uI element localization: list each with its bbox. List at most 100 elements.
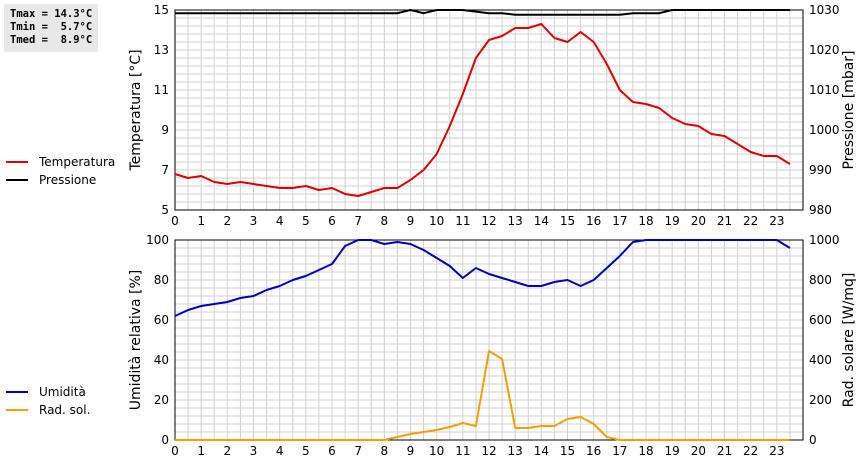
chart2-frame	[174, 239, 804, 441]
chart2-x-tick: 7	[354, 444, 362, 458]
chart2-x-tick: 5	[302, 444, 310, 458]
chart2-x-tick: 1	[197, 444, 205, 458]
legend-label-temperatura: Temperatura	[39, 155, 116, 169]
legend-top: Temperatura Pressione	[6, 153, 115, 189]
chart1-x-tick: 7	[354, 214, 362, 228]
chart1-x-tick: 1	[197, 214, 205, 228]
chart1-y-right-tick: 1030	[809, 3, 840, 17]
chart1-y-right-tick: 1000	[809, 123, 840, 137]
chart2-x-tick: 8	[381, 444, 389, 458]
chart2-x-tick: 11	[455, 444, 470, 458]
chart1-x-tick: 18	[638, 214, 653, 228]
chart1-y-left-tick: 5	[161, 203, 169, 217]
chart2-x-tick: 3	[250, 444, 258, 458]
legend-label-pressione: Pressione	[39, 173, 97, 187]
chart1-y-left-tick: 13	[154, 43, 169, 57]
chart1-series-temperatura-line	[174, 23, 791, 197]
chart1-x-tick: 8	[381, 214, 389, 228]
chart2-y-right-tick: 200	[809, 393, 832, 407]
chart2-x-tick: 13	[508, 444, 523, 458]
chart2-y-right-tick: 400	[809, 353, 832, 367]
chart1-x-tick: 15	[560, 214, 575, 228]
legend-item-pressione: Pressione	[6, 171, 115, 189]
chart1-x-tick: 4	[276, 214, 284, 228]
chart2-series-umidit-line	[174, 239, 791, 317]
chart2-y-right-tick: 800	[809, 273, 832, 287]
chart1-x-tick: 2	[224, 214, 232, 228]
chart1-series-pressione-line	[175, 9, 790, 16]
chart2-x-tick: 23	[769, 444, 784, 458]
chart1-x-tick: 23	[769, 214, 784, 228]
chart1-x-tick: 6	[328, 214, 336, 228]
chart2-x-tick: 2	[224, 444, 232, 458]
legend-item-umidita: Umidità	[6, 383, 90, 401]
chart1-x-tick: 22	[743, 214, 758, 228]
chart2-x-tick: 17	[612, 444, 627, 458]
chart1-x-tick: 20	[691, 214, 706, 228]
tmin-text: Tmin = 5.7°C	[10, 21, 93, 33]
chart1-x-tick: 12	[481, 214, 496, 228]
legend-label-umidita: Umidità	[39, 385, 86, 399]
chart2-x-tick: 14	[534, 444, 549, 458]
chart2-y-right-tick: 600	[809, 313, 832, 327]
legend-bottom: Umidità Rad. sol.	[6, 383, 90, 419]
legend-swatch-radsol	[6, 409, 28, 411]
chart1-x-tick: 13	[508, 214, 523, 228]
chart2-x-tick: 10	[429, 444, 444, 458]
chart2-y-left-tick: 0	[161, 433, 169, 447]
chart1-y-left-tick: 7	[161, 163, 169, 177]
chart1-x-tick: 11	[455, 214, 470, 228]
chart2-x-tick: 12	[481, 444, 496, 458]
chart1-x-tick: 16	[586, 214, 601, 228]
legend-swatch-temperatura	[6, 161, 28, 163]
chart1-y-left-tick: 11	[154, 83, 169, 97]
chart2-y-left-tick: 60	[154, 313, 169, 327]
chart2-y-left-label: Umidità relativa [%]	[128, 270, 144, 411]
chart1-frame	[174, 9, 804, 211]
chart2-y-left-tick: 100	[146, 233, 169, 247]
chart2-x-tick: 9	[407, 444, 415, 458]
chart1-x-tick: 17	[612, 214, 627, 228]
chart2-y-right-tick: 1000	[809, 233, 840, 247]
chart1-x-tick: 3	[250, 214, 258, 228]
legend-swatch-umidita	[6, 391, 28, 393]
chart1-x-tick: 9	[407, 214, 415, 228]
chart2-x-tick: 21	[717, 444, 732, 458]
chart1-y-right-label: Pressione [mbar]	[841, 50, 857, 169]
chart2-x-tick: 19	[665, 444, 680, 458]
chart1-y-left-tick: 15	[154, 3, 169, 17]
chart1-x-tick: 0	[171, 214, 179, 228]
chart2-x-tick: 6	[328, 444, 336, 458]
chart1-x-tick: 19	[665, 214, 680, 228]
chart2-x-tick: 16	[586, 444, 601, 458]
legend-item-temperatura: Temperatura	[6, 153, 115, 171]
chart2-y-right-label: Rad. solare [W/mq]	[841, 273, 857, 408]
chart2-x-tick: 15	[560, 444, 575, 458]
chart2-y-left-tick: 80	[154, 273, 169, 287]
chart1-y-right-tick: 1020	[809, 43, 840, 57]
stats-box: Tmax = 14.3°C Tmin = 5.7°C Tmed = 8.9°C	[4, 4, 98, 52]
tmed-text: Tmed = 8.9°C	[10, 34, 93, 46]
chart2-x-tick: 20	[691, 444, 706, 458]
legend-swatch-pressione	[6, 179, 28, 181]
chart1-y-right-tick: 980	[809, 203, 832, 217]
chart1-x-tick: 21	[717, 214, 732, 228]
chart2-y-left-tick: 20	[154, 393, 169, 407]
chart1-y-left-tick: 9	[161, 123, 169, 137]
chart1-x-tick: 14	[534, 214, 549, 228]
chart2-series-rad-sol-line	[175, 350, 790, 441]
tmax-text: Tmax = 14.3°C	[10, 8, 93, 20]
legend-label-radsol: Rad. sol.	[39, 403, 91, 417]
chart1-x-tick: 5	[302, 214, 310, 228]
chart1-y-right-tick: 990	[809, 163, 832, 177]
chart2-y-right-tick: 0	[809, 433, 817, 447]
chart1-y-left-label: Temperatura [°C]	[128, 49, 144, 171]
chart1-x-tick: 10	[429, 214, 444, 228]
chart2-x-tick: 18	[638, 444, 653, 458]
chart2-x-tick: 0	[171, 444, 179, 458]
chart2-y-left-tick: 40	[154, 353, 169, 367]
chart2-x-tick: 22	[743, 444, 758, 458]
chart1-y-right-tick: 1010	[809, 83, 840, 97]
chart2-x-tick: 4	[276, 444, 284, 458]
